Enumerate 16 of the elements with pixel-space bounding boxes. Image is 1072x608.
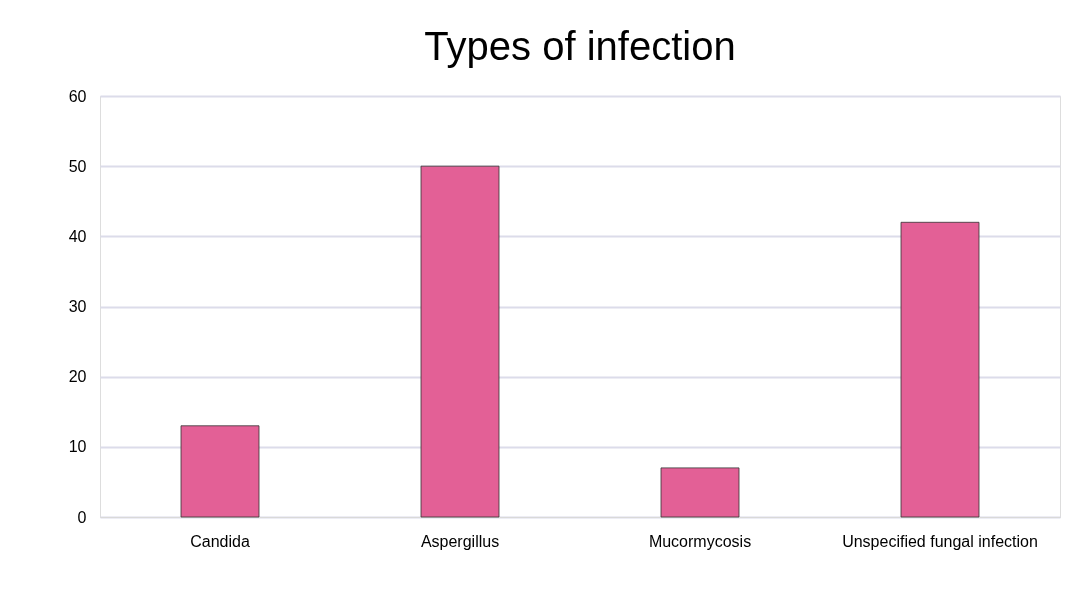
y-tick-label: 20: [68, 368, 87, 386]
x-tick-label: Aspergillus: [420, 532, 500, 550]
x-tick-label: Unspecified fungal infection: [842, 532, 1038, 550]
y-tick-label: 10: [68, 438, 87, 456]
x-tick-label: Mucormycosis: [648, 532, 752, 550]
bar: [420, 165, 500, 518]
bar: [900, 221, 980, 518]
y-tick-label: 40: [68, 227, 87, 245]
bar: [660, 467, 740, 518]
x-tick-label: Candida: [190, 532, 250, 550]
y-tick-label: 30: [68, 298, 87, 315]
chart-title: Types of infection: [424, 24, 736, 68]
y-tick-label: 60: [68, 87, 87, 105]
y-tick-label: 50: [68, 157, 87, 175]
y-tick-label: 0: [77, 508, 87, 526]
bar: [180, 425, 260, 518]
